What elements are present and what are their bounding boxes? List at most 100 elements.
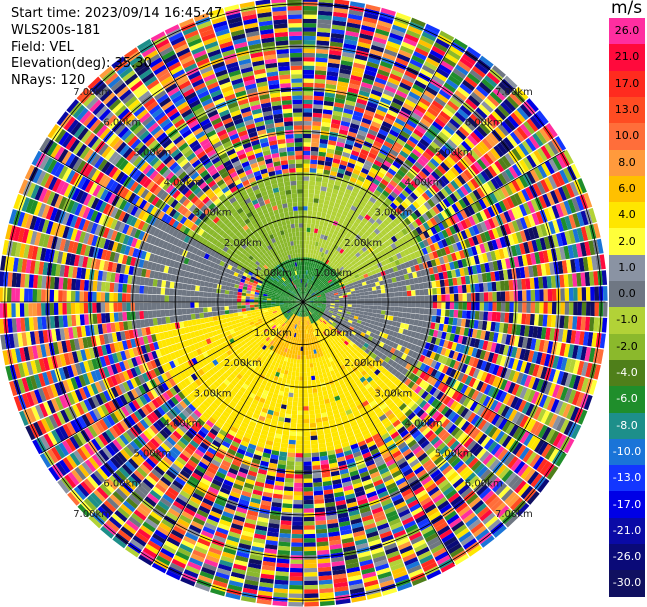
gate-cell (333, 368, 339, 374)
gate-cell (342, 210, 349, 217)
gate-cell (355, 102, 366, 110)
gate-cell (362, 261, 368, 267)
gate-cell (491, 228, 500, 239)
gate-cell (332, 265, 338, 271)
gate-cell (443, 536, 458, 547)
gate-cell (297, 414, 303, 420)
gate-cell (479, 350, 487, 360)
gate-cell (328, 290, 334, 294)
gate-cell (290, 418, 297, 424)
gate-cell (527, 214, 536, 227)
gate-cell (304, 546, 316, 552)
gate-cell (433, 138, 444, 148)
gate-cell (380, 163, 390, 172)
gate-cell (439, 461, 450, 472)
gate-cell (326, 385, 332, 391)
gate-cell (475, 348, 482, 359)
gate-cell (404, 159, 414, 168)
gate-cell (298, 312, 301, 317)
gate-cell (442, 56, 457, 68)
gate-cell (428, 420, 438, 430)
gate-cell (293, 393, 299, 398)
gate-cell (309, 304, 314, 306)
gate-cell (350, 74, 363, 82)
gate-cell (322, 109, 333, 115)
gate-cell (304, 308, 306, 313)
gate-cell (511, 232, 519, 245)
gate-cell (326, 299, 331, 301)
gate-cell (484, 423, 495, 436)
gate-cell (384, 269, 390, 275)
gate-cell (307, 294, 311, 298)
gate-cell (318, 566, 332, 573)
gate-cell (413, 465, 425, 475)
gate-cell (387, 412, 396, 421)
gate-cell (251, 493, 262, 500)
gate-cell (335, 262, 341, 268)
gate-cell (244, 579, 259, 586)
gate-cell (454, 111, 467, 123)
gate-cell (321, 257, 326, 263)
gate-cell (329, 293, 335, 297)
gate-cell (399, 165, 409, 175)
gate-cell (394, 453, 404, 463)
gate-cell (399, 322, 406, 329)
gate-cell (330, 123, 340, 129)
gate-cell (470, 428, 481, 440)
gate-cell (461, 258, 468, 268)
gate-cell (309, 310, 313, 314)
gate-cell (347, 294, 352, 298)
gate-cell (319, 583, 334, 590)
gate-cell (437, 403, 446, 413)
gate-cell (308, 270, 312, 276)
gate-cell (349, 326, 355, 331)
gate-cell (369, 320, 375, 325)
gate-cell (451, 203, 460, 213)
gate-cell (281, 438, 289, 444)
gate-cell (325, 328, 331, 334)
gate-cell (559, 315, 565, 329)
gate-cell (354, 164, 363, 172)
gate-cell (360, 321, 366, 326)
gate-cell (328, 241, 333, 247)
gate-cell (331, 474, 341, 481)
gate-cell (428, 449, 439, 459)
gate-cell (325, 306, 331, 310)
gate-cell (341, 239, 347, 245)
gate-cell (483, 302, 489, 311)
gate-cell (249, 554, 263, 561)
gate-cell (305, 278, 307, 284)
gate-cell (269, 458, 278, 464)
gate-cell (381, 211, 389, 219)
gate-cell (420, 302, 425, 308)
gate-cell (393, 396, 401, 405)
gate-cell (353, 386, 360, 393)
gate-cell (299, 329, 302, 334)
gate-cell (387, 168, 397, 176)
gate-cell (294, 380, 299, 385)
gate-cell (526, 290, 531, 302)
gate-cell (426, 536, 441, 547)
gate-cell (428, 267, 435, 275)
gate-cell (512, 164, 522, 177)
gate-cell (530, 252, 537, 265)
gate-cell (313, 327, 316, 332)
gate-cell (356, 98, 368, 106)
gate-cell (384, 370, 391, 378)
gate-cell (308, 297, 313, 300)
gate-cell (306, 240, 310, 245)
gate-cell (568, 374, 577, 389)
gate-cell (557, 186, 567, 201)
gate-cell (308, 279, 311, 284)
gate-cell (303, 163, 310, 168)
gate-cell (314, 283, 318, 288)
gate-cell (446, 254, 453, 263)
gate-cell (364, 322, 370, 327)
gate-cell (359, 324, 365, 329)
gate-cell (291, 354, 295, 359)
gate-cell (432, 472, 444, 483)
gate-cell (509, 131, 522, 145)
gate-cell (335, 316, 340, 321)
gate-cell (351, 424, 360, 431)
gate-cell (321, 305, 327, 307)
